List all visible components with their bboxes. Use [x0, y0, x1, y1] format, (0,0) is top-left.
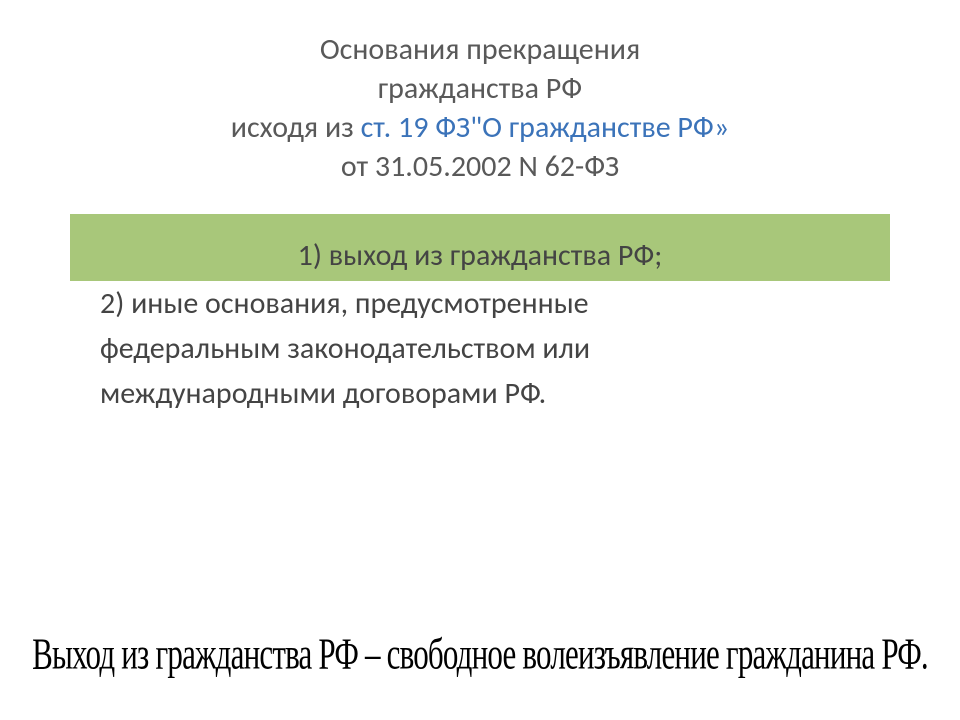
- body-line-1: 2) иные основания, предусмотренные: [100, 281, 860, 326]
- body-line-3: международными договорами РФ.: [100, 371, 860, 416]
- title-line-2: гражданства РФ: [100, 69, 860, 108]
- body-line-2: федеральным законодательством или: [100, 326, 860, 371]
- highlight-text: 1) выход из гражданства РФ;: [298, 237, 663, 274]
- title-line-1: Основания прекращения: [100, 30, 860, 69]
- slide: Основания прекращения гражданства РФ исх…: [0, 0, 960, 720]
- title-line-4: от 31.05.2002 N 62-ФЗ: [100, 147, 860, 186]
- body-content: 2) иные основания, предусмотренные федер…: [70, 281, 890, 416]
- footer-note: Выход из гражданства РФ – свободное воле…: [0, 628, 960, 680]
- title-line-3: исходя из ст. 19 ФЗ"О гражданстве РФ»: [100, 108, 860, 147]
- highlight-box: 1) выход из гражданства РФ;: [70, 214, 890, 281]
- title-law-reference: ст. 19 ФЗ"О гражданстве РФ»: [361, 109, 730, 146]
- title-line-3-pre: исходя из: [231, 109, 361, 146]
- slide-title: Основания прекращения гражданства РФ исх…: [70, 30, 890, 186]
